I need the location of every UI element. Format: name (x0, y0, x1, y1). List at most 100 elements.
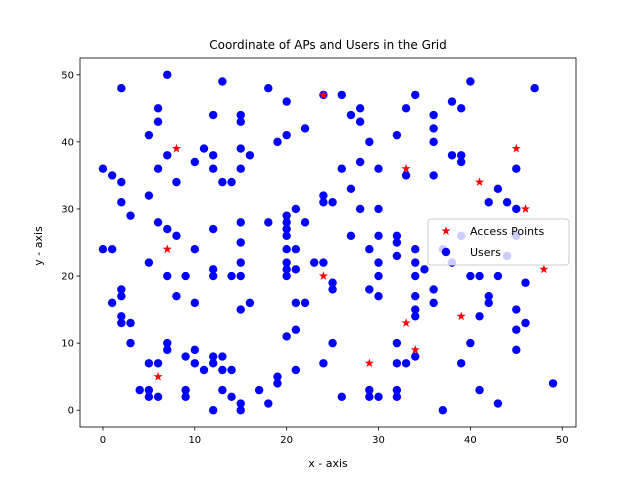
user-point (117, 285, 126, 294)
x-tick-label: 50 (556, 435, 569, 446)
user-point (319, 258, 328, 267)
access-point-marker (364, 358, 374, 368)
user-point (264, 399, 273, 408)
user-point (521, 278, 530, 287)
user-point (181, 392, 190, 402)
user-point (190, 345, 200, 355)
user-point (144, 359, 154, 368)
user-point (411, 258, 420, 267)
user-point (264, 83, 273, 93)
user-point (429, 298, 438, 308)
user-point (208, 151, 218, 160)
user-point (218, 352, 227, 361)
user-point (392, 251, 402, 261)
y-tick-label: 30 (61, 204, 74, 215)
y-axis-label: y - axis (32, 226, 45, 266)
user-point (163, 224, 172, 234)
user-point (365, 385, 374, 395)
user-point (328, 278, 337, 287)
access-point-marker (474, 177, 485, 186)
user-point (374, 231, 383, 240)
user-point (401, 104, 411, 113)
user-point (236, 305, 245, 314)
user-point (493, 399, 503, 408)
user-point (291, 265, 301, 274)
user-point (401, 359, 411, 368)
user-point (456, 104, 466, 113)
user-point (236, 164, 245, 173)
user-point (190, 245, 200, 254)
user-point (98, 245, 108, 254)
user-point (420, 265, 429, 274)
user-point (548, 379, 558, 388)
user-point (502, 198, 512, 207)
user-point (236, 238, 245, 247)
chart-title: Coordinate of APs and Users in the Grid (209, 38, 447, 52)
user-point (484, 298, 493, 308)
user-point (208, 164, 218, 173)
user-point (199, 144, 209, 153)
user-point (374, 204, 383, 214)
user-point (365, 245, 374, 254)
user-point (300, 298, 310, 308)
user-point (107, 245, 117, 254)
user-point (484, 291, 493, 301)
access-point-marker (539, 264, 549, 274)
user-point (245, 151, 255, 160)
user-point (392, 338, 402, 348)
user-point (282, 258, 291, 267)
access-point-marker (318, 90, 328, 99)
y-tick-label: 10 (61, 339, 74, 350)
x-axis-label: x - axis (308, 457, 348, 470)
user-point (429, 110, 438, 120)
user-point (328, 338, 337, 348)
access-point-marker (520, 204, 531, 213)
user-point (493, 271, 503, 281)
user-point (107, 298, 117, 308)
user-point (282, 245, 291, 254)
user-point (282, 97, 291, 106)
access-point-marker (511, 143, 521, 153)
y-tick-label: 40 (61, 137, 74, 148)
user-point (337, 392, 346, 402)
user-point (190, 298, 200, 308)
user-point (291, 365, 301, 375)
user-point (282, 231, 291, 240)
user-point (172, 291, 181, 301)
legend-label-users: Users (470, 246, 501, 259)
user-point (355, 117, 365, 126)
user-point (484, 198, 493, 207)
user-point (282, 218, 291, 227)
user-point (282, 271, 291, 281)
user-point (190, 157, 200, 167)
x-tick-label: 0 (100, 435, 106, 446)
y-tick-label: 20 (61, 272, 74, 283)
user-point (273, 137, 282, 147)
user-point (199, 365, 209, 375)
user-point (401, 171, 411, 180)
user-point (512, 164, 521, 173)
user-point (218, 77, 227, 86)
user-point (153, 392, 163, 402)
user-point (429, 124, 438, 133)
user-point (98, 164, 108, 173)
user-point (254, 385, 264, 395)
user-point (117, 291, 126, 301)
access-points-series (153, 90, 549, 381)
user-point (291, 245, 301, 254)
user-point (273, 372, 282, 381)
user-point (172, 177, 181, 187)
user-point (264, 218, 273, 227)
user-point (163, 70, 172, 79)
user-point (456, 151, 466, 160)
user-point (291, 298, 301, 308)
user-point (236, 271, 245, 281)
access-point-marker (456, 311, 466, 321)
user-point (411, 312, 420, 321)
y-tick-label: 50 (61, 70, 74, 81)
legend-box (427, 218, 570, 266)
user-point (337, 90, 346, 100)
user-point (355, 204, 365, 214)
user-point (392, 231, 402, 240)
